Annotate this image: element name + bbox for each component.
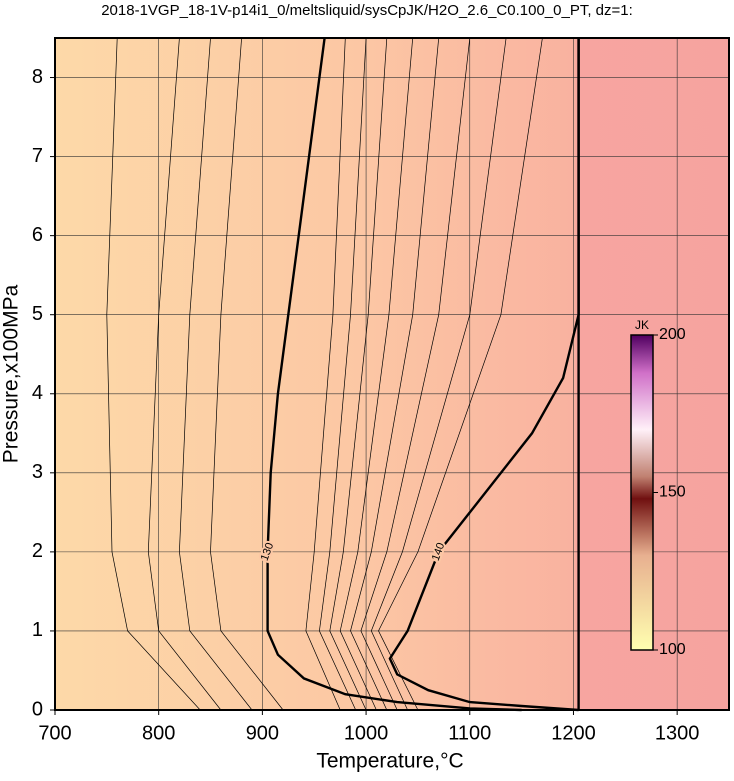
- y-tick-label: 4: [32, 382, 43, 404]
- contour-line: [319, 37, 367, 711]
- colorbar: JK 100 150 200: [630, 318, 686, 658]
- colorbar-tick-label: 100: [659, 641, 686, 658]
- y-tick-label: 3: [32, 461, 43, 483]
- x-tick-label: 900: [246, 722, 279, 744]
- contour-line: [378, 37, 543, 711]
- contour-line: [388, 38, 580, 712]
- contour-line: [339, 37, 414, 711]
- y-tick-label: 6: [32, 224, 43, 246]
- y-tick-label: 2: [32, 540, 43, 562]
- contour-line: [329, 37, 388, 711]
- y-tick-label: 1: [32, 619, 43, 641]
- colorbar-scale: [630, 334, 654, 651]
- contour-line: [350, 37, 440, 711]
- y-tick-label: 5: [32, 303, 43, 325]
- contour-line: [370, 37, 507, 711]
- x-tick-label: 1000: [344, 722, 389, 744]
- contour-line: [106, 37, 201, 711]
- x-tick-label: 1200: [551, 722, 596, 744]
- plot-background: [55, 38, 729, 710]
- contour-line: [360, 37, 471, 711]
- x-axis-label: Temperature,°C: [316, 750, 463, 773]
- contour-line: [147, 37, 222, 711]
- y-tick-label: 7: [32, 145, 43, 167]
- y-tick-label: 0: [32, 698, 43, 720]
- colorbar-tick-label: 150: [659, 484, 686, 501]
- plot-area: 130 140: [54, 37, 730, 712]
- plot-frame: [54, 37, 730, 711]
- contour-line: [266, 37, 522, 712]
- chart-title: 2018-1VGP_18-1V-p14i1_0/meltsliquid/sysC…: [101, 2, 633, 19]
- x-tick-label: 1300: [655, 722, 700, 744]
- x-tick-label: 800: [142, 722, 175, 744]
- y-tick-label: 8: [32, 66, 43, 88]
- y-axis-label: Pressure,x100MPa: [0, 284, 23, 463]
- x-tick-label: 700: [38, 722, 71, 744]
- x-tick-label: 1100: [448, 722, 491, 744]
- contour-line: [210, 37, 284, 711]
- contour-line: [305, 37, 346, 711]
- colorbar-title: JK: [635, 318, 649, 332]
- colorbar-tick-label: 200: [659, 326, 686, 343]
- contour-line: [179, 37, 253, 711]
